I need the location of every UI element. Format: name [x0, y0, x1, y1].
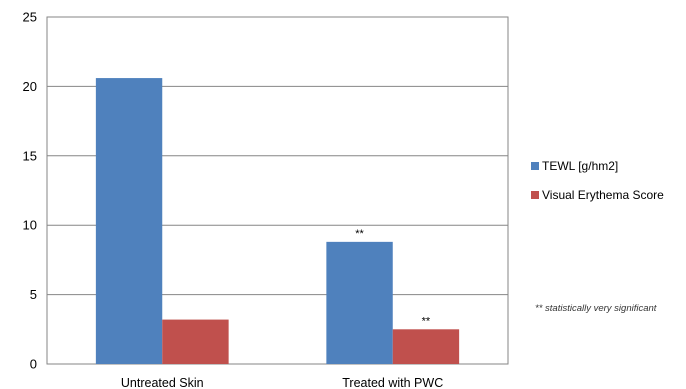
y-tick-label: 20 [23, 79, 37, 94]
bar-tewl-1 [326, 241, 393, 364]
bars [95, 78, 460, 365]
bar-erythema-0 [162, 319, 229, 364]
legend: TEWL [g/hm2] Visual Erythema Score [531, 159, 664, 202]
x-category-label: Treated with PWC [342, 376, 443, 389]
significance-marker: ** [355, 228, 364, 240]
legend-label: Visual Erythema Score [542, 188, 664, 202]
footnote: ** statistically very significant [535, 303, 657, 314]
y-tick-label: 0 [30, 357, 37, 372]
annotations: ** ** [355, 228, 431, 327]
y-tick-label: 5 [30, 287, 37, 302]
legend-label: TEWL [g/hm2] [542, 159, 618, 173]
x-category-label: Untreated Skin [121, 376, 204, 389]
y-tick-label: 15 [23, 148, 37, 163]
bar-erythema-1 [392, 329, 460, 364]
significance-marker: ** [422, 315, 431, 327]
x-axis: Untreated Skin Treated with PWC [121, 376, 443, 389]
plot-frame [46, 16, 509, 365]
y-tick-label: 25 [23, 10, 37, 25]
bar-tewl-0 [95, 78, 163, 365]
y-axis: 0 5 10 15 20 25 [23, 10, 37, 372]
y-tick-label: 10 [23, 218, 37, 233]
legend-swatch [531, 191, 539, 199]
legend-swatch [531, 162, 539, 170]
